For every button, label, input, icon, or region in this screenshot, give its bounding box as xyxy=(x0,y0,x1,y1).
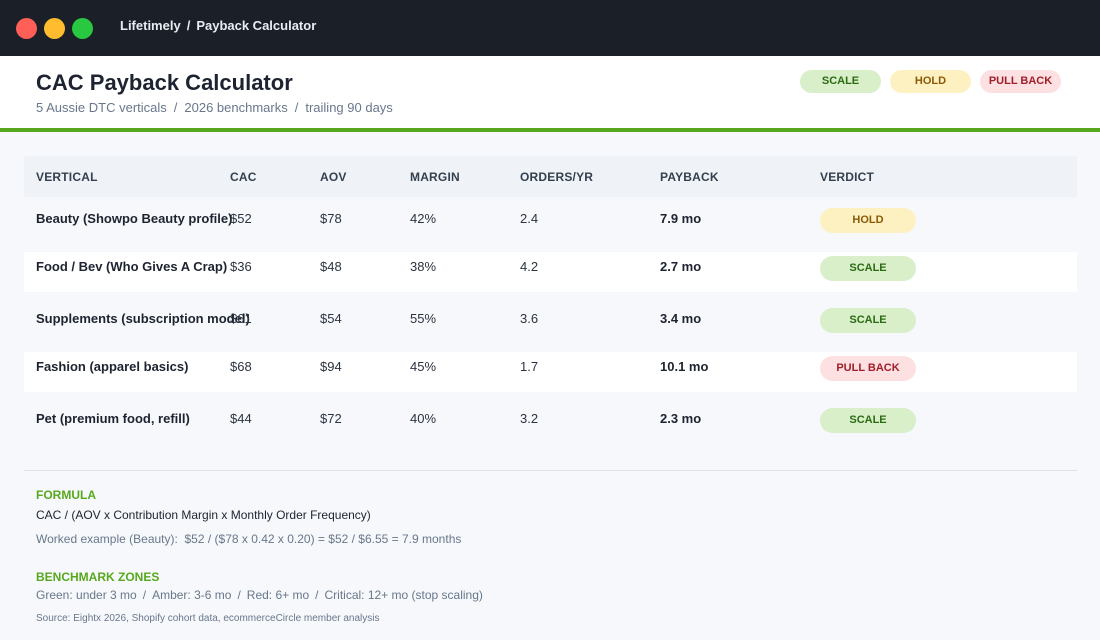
cell-aov: $78 xyxy=(320,211,342,226)
column-header-margin: MARGIN xyxy=(410,170,460,184)
title-bar: Lifetimely / Payback Calculator xyxy=(0,0,1100,56)
window-close-button[interactable] xyxy=(16,18,37,39)
cell-cac: $36 xyxy=(230,259,252,274)
subtitle-separator: / xyxy=(294,100,299,115)
formula-heading: FORMULA xyxy=(36,488,96,502)
table-row: Beauty (Showpo Beauty profile) $52 $78 4… xyxy=(24,197,1077,247)
breadcrumb-separator: / xyxy=(186,18,191,33)
legend-hold-badge: HOLD xyxy=(890,70,971,93)
cell-orders: 4.2 xyxy=(520,259,539,274)
column-header-cac: CAC xyxy=(230,170,257,184)
cell-orders: 2.4 xyxy=(520,211,539,226)
cell-vertical: Fashion (apparel basics) xyxy=(36,359,189,374)
cell-margin: 45% xyxy=(410,359,437,374)
cell-payback: 10.1 mo xyxy=(660,359,709,374)
section-divider xyxy=(24,470,1077,471)
subtitle-period: trailing 90 days xyxy=(305,100,393,115)
payback-table: VERTICAL CAC AOV MARGIN ORDERS/YR PAYBAC… xyxy=(24,156,1077,447)
legend-scale-badge: SCALE xyxy=(800,70,881,93)
verdict-badge: SCALE xyxy=(820,408,916,433)
formula-example: Worked example (Beauty): $52 / ($78 x 0.… xyxy=(36,532,462,546)
cell-vertical: Supplements (subscription model) xyxy=(36,311,250,326)
breadcrumb-app[interactable]: Lifetimely xyxy=(120,18,181,33)
table-header-row: VERTICAL CAC AOV MARGIN ORDERS/YR PAYBAC… xyxy=(24,156,1077,197)
breadcrumb: Lifetimely / Payback Calculator xyxy=(120,18,316,33)
column-header-verdict: VERDICT xyxy=(820,170,875,184)
cell-aov: $54 xyxy=(320,311,342,326)
subtitle-benchmarks: 2026 benchmarks xyxy=(184,100,288,115)
benchmark-zones-list: Green: under 3 mo / Amber: 3-6 mo / Red: 6+ … xyxy=(36,588,483,602)
table-row: Fashion (apparel basics) $68 $94 45% 1.7… xyxy=(24,352,1077,392)
formula-text: CAC / (AOV x Contribution Margin x Month… xyxy=(36,508,371,522)
legend-pullback-badge: PULL BACK xyxy=(980,70,1061,93)
cell-margin: 42% xyxy=(410,211,437,226)
table-row: Pet (premium food, refill) $44 $72 40% 3… xyxy=(24,397,1077,447)
cell-orders: 3.2 xyxy=(520,411,539,426)
cell-margin: 38% xyxy=(410,259,437,274)
cell-orders: 3.6 xyxy=(520,311,539,326)
cell-aov: $94 xyxy=(320,359,342,374)
cell-payback: 3.4 mo xyxy=(660,311,702,326)
column-header-vertical: VERTICAL xyxy=(36,170,98,184)
cell-cac: $52 xyxy=(230,211,252,226)
subtitle-separator: / xyxy=(173,100,178,115)
cell-cac: $44 xyxy=(230,411,252,426)
breadcrumb-page: Payback Calculator xyxy=(196,18,317,33)
page-title: CAC Payback Calculator xyxy=(36,70,293,95)
cell-vertical: Beauty (Showpo Beauty profile) xyxy=(36,211,233,226)
cell-cac: $68 xyxy=(230,359,252,374)
cell-aov: $48 xyxy=(320,259,342,274)
zone-critical: Critical: 12+ mo (stop scaling) xyxy=(324,588,483,602)
verdict-badge: SCALE xyxy=(820,256,916,281)
verdict-badge: HOLD xyxy=(820,208,916,233)
window-minimize-button[interactable] xyxy=(44,18,65,39)
verdict-badge: PULL BACK xyxy=(820,356,916,381)
table-row: Supplements (subscription model) $61 $54… xyxy=(24,297,1077,347)
table-row: Food / Bev (Who Gives A Crap) $36 $48 38… xyxy=(24,252,1077,292)
cell-cac: $61 xyxy=(230,311,252,326)
cell-aov: $72 xyxy=(320,411,342,426)
zone-green: Green: under 3 mo xyxy=(36,588,137,602)
verdict-badge: SCALE xyxy=(820,308,916,333)
benchmark-zones-heading: BENCHMARK ZONES xyxy=(36,570,160,584)
cell-vertical: Food / Bev (Who Gives A Crap) xyxy=(36,259,228,274)
zone-amber: Amber: 3-6 mo xyxy=(152,588,232,602)
zone-separator: / xyxy=(315,588,319,602)
column-header-aov: AOV xyxy=(320,170,347,184)
window-maximize-button[interactable] xyxy=(72,18,93,39)
subtitle-verticals: 5 Aussie DTC verticals xyxy=(36,100,167,115)
cell-payback: 2.3 mo xyxy=(660,411,702,426)
zone-separator: / xyxy=(142,588,147,602)
header-accent-line xyxy=(0,128,1100,132)
cell-orders: 1.7 xyxy=(520,359,539,374)
column-header-payback: PAYBACK xyxy=(660,170,719,184)
page-subtitle: 5 Aussie DTC verticals / 2026 benchmarks / t… xyxy=(36,100,393,115)
cell-margin: 55% xyxy=(410,311,437,326)
source-note: Source: Eightx 2026, Shopify cohort data… xyxy=(36,613,380,624)
column-header-orders: ORDERS/YR xyxy=(520,170,594,184)
cell-vertical: Pet (premium food, refill) xyxy=(36,411,190,426)
cell-margin: 40% xyxy=(410,411,437,426)
cell-payback: 2.7 mo xyxy=(660,259,702,274)
cell-payback: 7.9 mo xyxy=(660,211,702,226)
zone-red: Red: 6+ mo xyxy=(246,588,310,602)
zone-separator: / xyxy=(237,588,241,602)
